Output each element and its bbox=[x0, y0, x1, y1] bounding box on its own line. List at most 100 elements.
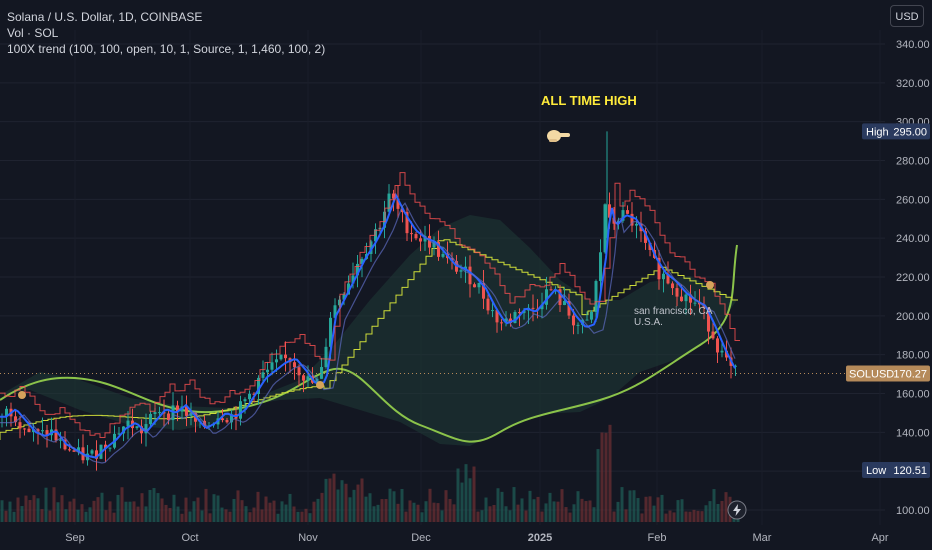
currency-button[interactable]: USD bbox=[890, 5, 924, 27]
volume-bar bbox=[120, 487, 124, 522]
volume-bar bbox=[576, 491, 580, 522]
volume-bar bbox=[100, 492, 104, 522]
volume-bar bbox=[424, 501, 428, 522]
volume-bar bbox=[320, 492, 324, 522]
volume-bar bbox=[208, 513, 212, 522]
x-tick-label: Nov bbox=[298, 532, 318, 544]
volume-bar bbox=[704, 505, 708, 522]
lightning-icon[interactable] bbox=[727, 500, 747, 520]
candle bbox=[158, 406, 161, 416]
y-tick-label: 220.00 bbox=[896, 272, 930, 284]
volume-bar bbox=[204, 488, 208, 522]
volume-bar bbox=[56, 502, 60, 522]
volume-bar bbox=[80, 504, 84, 522]
volume-bar bbox=[68, 501, 72, 522]
volume-bar bbox=[500, 491, 504, 522]
legend-symbol[interactable]: Solana / U.S. Dollar, 1D, COINBASE bbox=[7, 10, 203, 24]
last-price-tag: SOLUSD 170.27 bbox=[846, 365, 930, 382]
volume-bar bbox=[644, 496, 648, 522]
volume-bar bbox=[536, 496, 540, 522]
candle bbox=[513, 310, 517, 324]
volume-bar bbox=[36, 498, 40, 522]
volume-bar bbox=[156, 493, 160, 522]
candle bbox=[684, 291, 688, 315]
volume-bar bbox=[392, 491, 396, 522]
volume-bar bbox=[624, 509, 628, 522]
volume-bar bbox=[544, 503, 548, 522]
candle bbox=[149, 410, 152, 427]
candle bbox=[491, 302, 494, 318]
volume-bar bbox=[88, 507, 92, 522]
y-tick-label: 340.00 bbox=[896, 39, 930, 51]
candle bbox=[95, 440, 98, 471]
volume-bar bbox=[28, 500, 32, 522]
x-tick-label: Sep bbox=[65, 532, 85, 544]
legend-indicator[interactable]: 100X trend (100, 100, open, 10, 1, Sourc… bbox=[7, 42, 326, 56]
step-trend-line bbox=[0, 239, 738, 440]
volume-bar bbox=[472, 466, 476, 522]
volume-bar bbox=[444, 490, 448, 522]
legend-volume[interactable]: Vol · SOL bbox=[7, 26, 59, 40]
volume-bar bbox=[128, 501, 132, 522]
volume-bar bbox=[456, 468, 460, 522]
volume-bar bbox=[380, 499, 384, 522]
volume-bar bbox=[460, 482, 464, 522]
candle bbox=[482, 270, 485, 309]
volume-bar bbox=[52, 487, 56, 522]
time-axis[interactable]: Sep Oct Nov Dec 2025 Feb Mar Apr bbox=[65, 532, 889, 544]
volume-bar bbox=[184, 497, 188, 522]
volume-bar bbox=[196, 497, 200, 522]
volume-bar bbox=[700, 511, 704, 522]
volume-bar bbox=[592, 507, 596, 522]
volume-bar bbox=[352, 489, 356, 522]
candle bbox=[545, 276, 548, 310]
x-tick-label: Apr bbox=[871, 532, 888, 544]
volume-bar bbox=[480, 510, 484, 522]
candle bbox=[599, 239, 602, 293]
cross-marker bbox=[18, 391, 26, 399]
volume-bar bbox=[268, 502, 272, 522]
fast-ma-line bbox=[0, 192, 736, 459]
volume-bar bbox=[16, 497, 20, 522]
volume-bar bbox=[676, 500, 680, 522]
volume-bar bbox=[340, 480, 344, 522]
price-axis[interactable]: 340.00 320.00 300.00 280.00 260.00 240.00 220.… bbox=[896, 39, 930, 517]
volume-bar bbox=[368, 493, 372, 522]
y-tick-label: 100.00 bbox=[896, 505, 930, 517]
volume-bar bbox=[132, 501, 136, 522]
volume-bar bbox=[528, 490, 532, 522]
volume-bar bbox=[708, 501, 712, 522]
volume-bar bbox=[288, 493, 292, 522]
volume-bar bbox=[264, 496, 268, 522]
volume-bar bbox=[144, 506, 148, 522]
location-line1: san francisco, CA bbox=[634, 306, 713, 317]
volume-bar bbox=[272, 500, 276, 522]
volume-bar bbox=[304, 508, 308, 522]
volume-bar bbox=[260, 509, 264, 522]
volume-bar bbox=[532, 499, 536, 522]
volume-bar bbox=[0, 500, 4, 522]
candle bbox=[135, 426, 139, 430]
y-tick-label: 240.00 bbox=[896, 233, 930, 245]
volume-bar bbox=[564, 507, 568, 522]
cross-marker bbox=[706, 281, 714, 289]
price-tags: High 295.00 SOLUSD 170.27 Low 120.51 bbox=[846, 123, 930, 478]
volume-bar bbox=[228, 511, 232, 522]
volume-bar bbox=[468, 478, 472, 522]
candle bbox=[473, 282, 476, 288]
x-tick-label: 2025 bbox=[528, 532, 552, 544]
volume-bar bbox=[32, 495, 36, 522]
volume-bar bbox=[716, 503, 720, 522]
candle bbox=[126, 411, 130, 440]
x-tick-label: Mar bbox=[753, 532, 772, 544]
volume-bar bbox=[348, 497, 352, 522]
candle bbox=[563, 287, 566, 306]
volume-bar bbox=[660, 494, 664, 522]
candle bbox=[603, 203, 607, 254]
candle bbox=[108, 447, 112, 452]
last-tag-label: SOLUSD bbox=[849, 369, 894, 381]
volume-bar bbox=[572, 504, 576, 522]
long-trend-line bbox=[0, 244, 738, 443]
resistance-line bbox=[0, 172, 740, 438]
